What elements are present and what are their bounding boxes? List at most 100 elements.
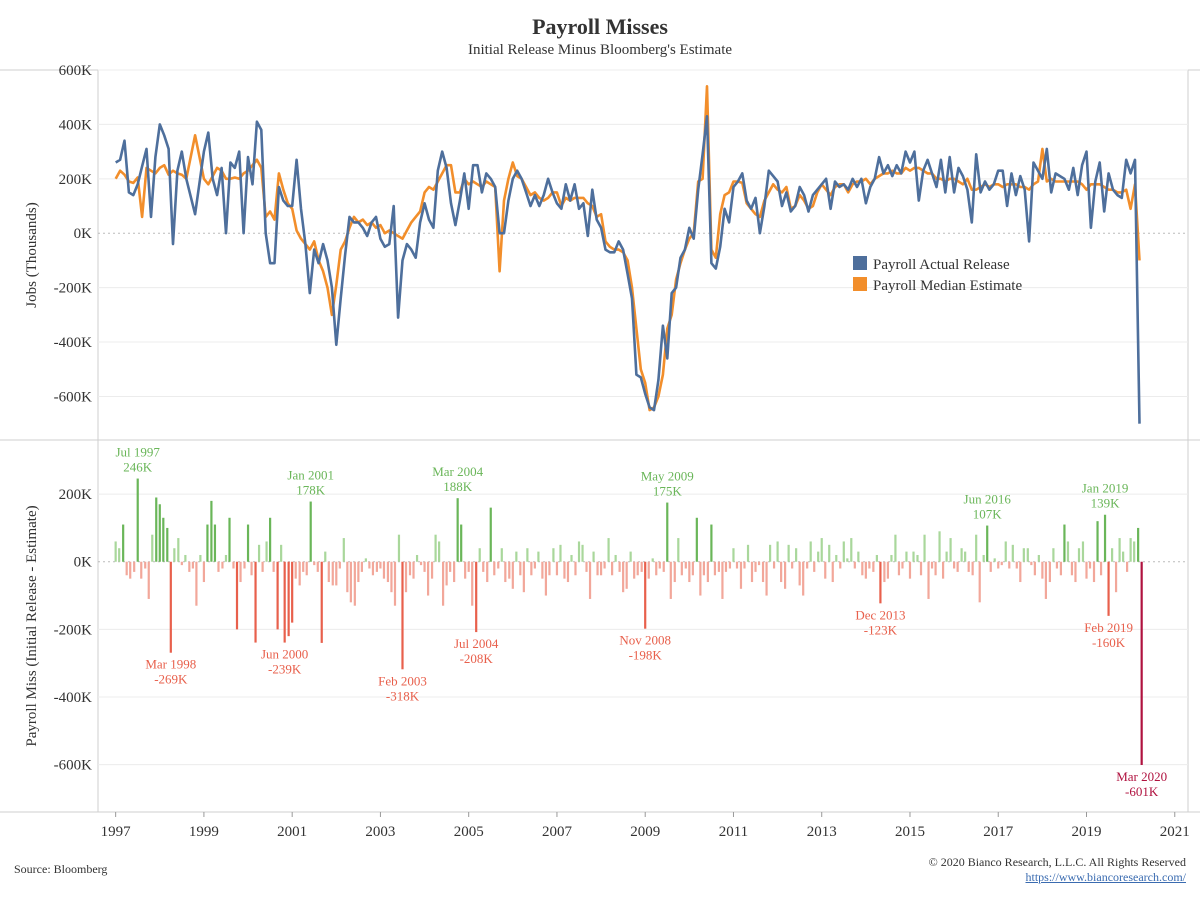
miss-bar: [824, 561, 827, 579]
top-y-tick-label: -600K: [54, 389, 92, 405]
legend-label-estimate: Payroll Median Estimate: [873, 278, 1022, 294]
legend-label-actual: Payroll Actual Release: [873, 257, 1010, 273]
miss-bar: [831, 561, 834, 583]
x-tick-label: 1999: [189, 824, 219, 840]
miss-bar: [144, 561, 147, 569]
miss-bar: [949, 538, 952, 562]
miss-bar: [464, 561, 467, 579]
miss-bar: [125, 561, 128, 576]
miss-bar: [1096, 521, 1099, 562]
miss-bar: [953, 561, 956, 569]
miss-bar: [746, 544, 750, 562]
miss-bar: [199, 554, 202, 562]
miss-bar: [919, 561, 923, 576]
miss-bar: [541, 561, 544, 579]
miss-bar: [493, 561, 496, 576]
miss-bar: [1059, 561, 1063, 576]
miss-bar: [445, 561, 448, 586]
miss-bar: [975, 534, 978, 562]
miss-bar: [806, 561, 809, 569]
annotation-value-label: -318K: [386, 688, 420, 703]
miss-bar: [497, 561, 500, 569]
annotation-value-label: -123K: [864, 622, 898, 637]
miss-bar: [272, 561, 275, 572]
top-panel-line-chart: 600K 400K 200K 0K -200K -400K -600K Jobs (Thous…: [24, 63, 1188, 424]
miss-bar: [622, 561, 625, 593]
miss-bar: [986, 525, 989, 562]
top-y-tick-label: -200K: [54, 281, 92, 297]
miss-bar: [426, 561, 430, 596]
miss-bar: [1008, 561, 1011, 569]
miss-bar: [791, 561, 794, 569]
x-tick-label: 2013: [807, 824, 837, 840]
miss-bar: [434, 534, 437, 562]
miss-bar: [327, 561, 330, 583]
miss-bar: [868, 561, 871, 569]
miss-bar: [894, 534, 897, 562]
miss-bar: [941, 561, 945, 579]
miss-bar: [1063, 524, 1066, 562]
bottom-y-tick-label: 200K: [59, 487, 93, 503]
miss-bar: [684, 561, 687, 569]
miss-bar: [213, 524, 217, 562]
miss-bar: [357, 561, 360, 583]
miss-bar: [964, 551, 967, 562]
miss-bar: [1122, 551, 1125, 562]
website-link[interactable]: https://www.biancoresearch.com/: [1025, 870, 1186, 884]
miss-bar: [673, 561, 676, 583]
miss-bar: [857, 551, 860, 562]
miss-bar: [349, 561, 352, 603]
miss-bar: [265, 541, 268, 562]
miss-bar: [802, 561, 805, 596]
top-y-tick-label: 200K: [59, 172, 93, 188]
miss-bar: [599, 561, 603, 576]
miss-bar: [353, 561, 356, 606]
miss-bar: [813, 561, 816, 572]
miss-bar: [412, 561, 415, 579]
miss-bar: [611, 561, 614, 576]
x-tick-label: 2009: [630, 824, 660, 840]
miss-bar: [699, 561, 702, 596]
miss-bar: [993, 558, 996, 562]
x-tick-label: 2017: [983, 824, 1014, 840]
miss-bar: [530, 561, 533, 576]
miss-bar: [872, 561, 875, 572]
miss-bar: [320, 561, 323, 643]
miss-bar: [243, 561, 246, 569]
x-tick-label: 2019: [1072, 824, 1102, 840]
miss-bar: [776, 541, 779, 562]
x-axis: 1997 1999 2001 2003 2005 2007 2009 2011 2013 2015…: [101, 812, 1190, 840]
miss-bar: [680, 561, 683, 576]
miss-bar: [508, 561, 511, 579]
miss-bar: [467, 561, 470, 572]
miss-bar: [757, 561, 761, 566]
legend[interactable]: Payroll Actual Release Payroll Median Est…: [853, 256, 1022, 294]
miss-bar: [269, 517, 272, 562]
miss-bar: [438, 541, 441, 562]
miss-bar: [897, 561, 901, 576]
miss-bar: [460, 524, 463, 562]
annotation-date-label: Feb 2019: [1084, 620, 1133, 635]
miss-bar: [864, 561, 867, 579]
miss-bar: [1004, 541, 1007, 562]
miss-bar: [853, 561, 856, 569]
miss-bar: [114, 541, 117, 562]
miss-bar: [453, 561, 456, 583]
miss-bar: [155, 497, 158, 562]
miss-bar: [537, 551, 540, 562]
top-y-tick-label: 600K: [59, 63, 93, 79]
miss-bar: [890, 554, 893, 562]
miss-bar: [978, 561, 981, 603]
miss-bar: [397, 534, 401, 562]
annotation-value-label: 178K: [296, 483, 326, 498]
miss-bar: [717, 561, 721, 572]
miss-bar: [883, 561, 886, 583]
miss-bar: [548, 561, 551, 576]
miss-bar: [224, 554, 228, 562]
miss-bar: [820, 538, 823, 562]
miss-bar: [1107, 561, 1110, 616]
miss-bar: [912, 551, 915, 562]
miss-bar: [585, 561, 588, 572]
miss-bar: [250, 561, 253, 576]
annotation-date-label: Mar 2004: [432, 464, 483, 479]
